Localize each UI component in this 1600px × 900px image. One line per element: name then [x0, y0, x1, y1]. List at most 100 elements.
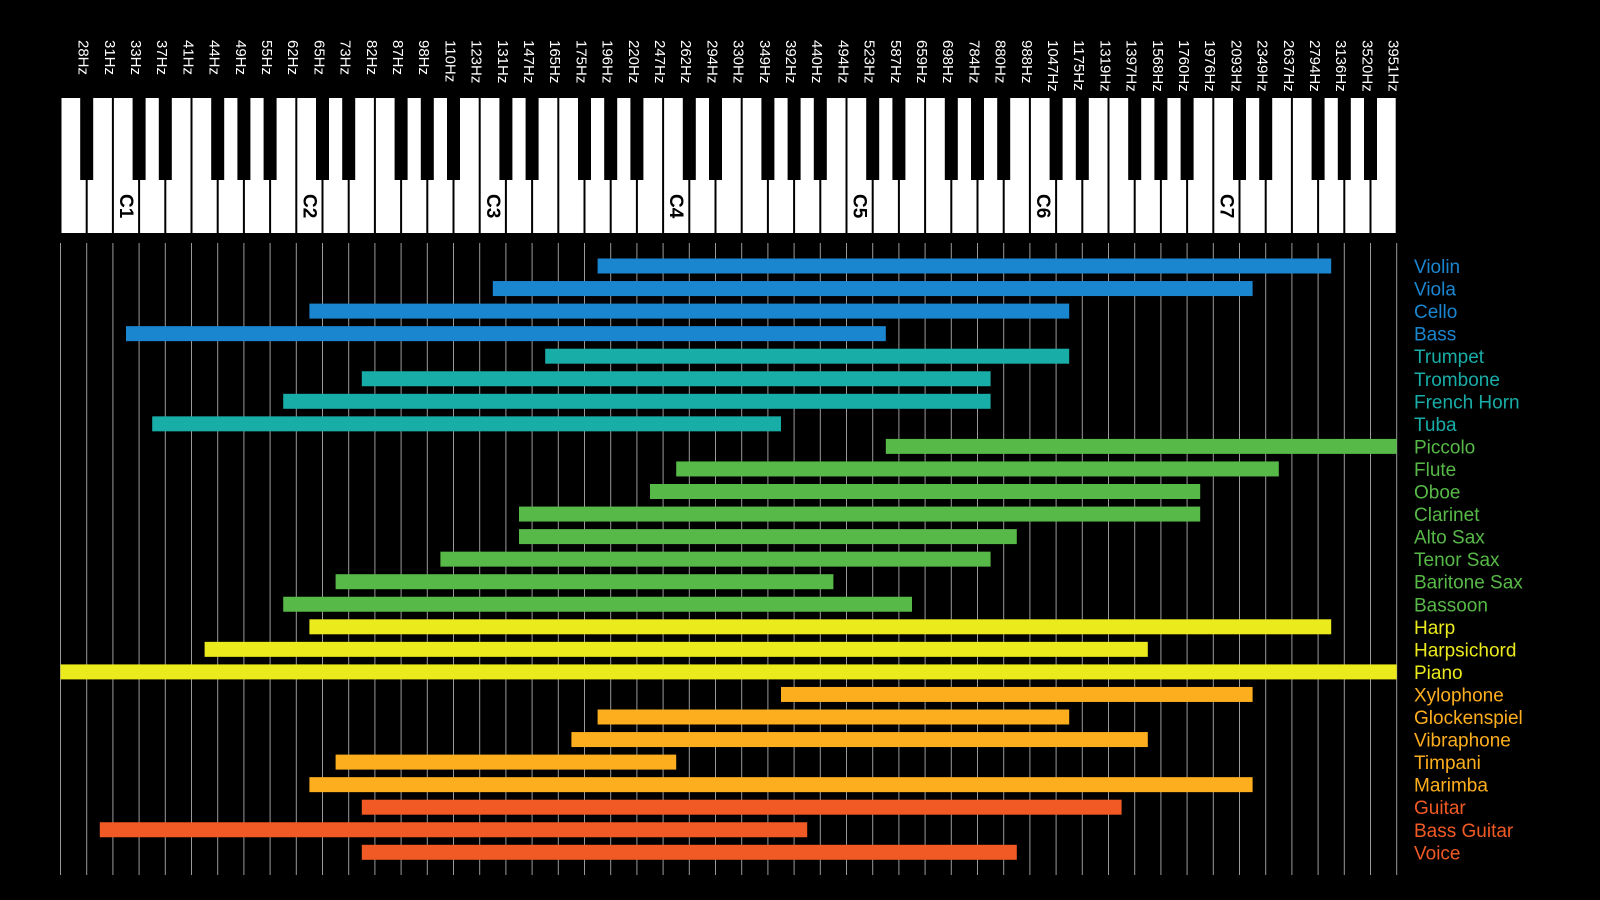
- black-key: [316, 98, 329, 180]
- black-key: [1154, 98, 1168, 180]
- frequency-tick-label: 55Hz: [258, 40, 275, 75]
- black-key: [1075, 98, 1089, 180]
- frequency-tick-label: 659Hz: [913, 40, 930, 83]
- range-bar: [597, 709, 1070, 725]
- instrument-label: Flute: [1414, 460, 1456, 481]
- black-key: [525, 98, 539, 180]
- instrument-label: Baritone Sax: [1414, 573, 1523, 594]
- frequency-tick-label: 1976Hz: [1201, 40, 1218, 92]
- frequency-tick-label: 294Hz: [703, 40, 720, 83]
- frequency-tick-label: 880Hz: [992, 40, 1009, 83]
- black-key: [892, 98, 906, 180]
- frequency-tick-label: 131Hz: [494, 40, 511, 83]
- black-key: [1364, 98, 1377, 180]
- black-key: [394, 98, 408, 180]
- instrument-label: Violin: [1414, 257, 1460, 278]
- frequency-tick-label: 82Hz: [363, 40, 380, 75]
- instrument-label: Bassoon: [1414, 595, 1488, 616]
- frequency-tick-label: 87Hz: [389, 40, 406, 75]
- frequency-tick-label: 349Hz: [756, 40, 773, 83]
- frequency-tick-label: 41Hz: [179, 40, 196, 75]
- range-bar: [60, 664, 1397, 680]
- range-bar: [361, 799, 1122, 815]
- range-bar: [335, 754, 677, 770]
- instrument-label: Xylophone: [1414, 685, 1504, 706]
- range-bar: [519, 506, 1201, 522]
- black-key: [866, 98, 880, 180]
- frequency-tick-label: 31Hz: [101, 40, 118, 75]
- frequency-tick-label: 3520Hz: [1358, 40, 1375, 92]
- octave-label: C2: [298, 194, 319, 218]
- frequency-tick-label: 698Hz: [939, 40, 956, 83]
- black-key: [630, 98, 644, 180]
- frequency-tick-label: 1568Hz: [1149, 40, 1166, 92]
- black-key: [1233, 98, 1246, 180]
- instrument-label: Piccolo: [1414, 437, 1475, 458]
- instrument-label: Marimba: [1414, 776, 1488, 797]
- frequency-tick-label: 2794Hz: [1306, 40, 1323, 92]
- black-key: [709, 98, 722, 180]
- instrument-label: Vibraphone: [1414, 731, 1511, 752]
- black-key: [971, 98, 984, 180]
- piano-keyboard: C1 C2 C3 C4 C5 C6 C7: [61, 98, 1396, 233]
- instrument-label: Bass: [1414, 325, 1456, 346]
- black-key: [447, 98, 460, 180]
- black-key: [604, 98, 618, 180]
- instrument-label: Viola: [1414, 280, 1456, 301]
- frequency-tick-label: 2349Hz: [1254, 40, 1271, 92]
- instrument-label: Piano: [1414, 663, 1463, 684]
- instrument-label: Harpsichord: [1414, 640, 1516, 661]
- range-bar: [519, 529, 1017, 545]
- frequency-tick-label: 165Hz: [546, 40, 563, 83]
- frequency-tick-label: 44Hz: [206, 40, 223, 75]
- instrument-label: Trombone: [1414, 370, 1500, 391]
- octave-label: C1: [115, 194, 136, 219]
- range-bar: [597, 258, 1332, 274]
- gridlines: [60, 243, 1398, 875]
- frequency-tick-label: 1397Hz: [1123, 40, 1140, 92]
- frequency-tick-label: 392Hz: [782, 40, 799, 83]
- instrument-label: Cello: [1414, 302, 1457, 323]
- frequency-tick-labels: 28Hz 31Hz 33Hz 37Hz 41Hz 44Hz 49Hz 55Hz 62Hz 65Hz…: [75, 40, 1402, 92]
- range-bar: [204, 641, 1148, 657]
- instrument-label: Tenor Sax: [1414, 550, 1500, 571]
- range-bar: [650, 484, 1201, 499]
- black-key: [813, 98, 827, 180]
- frequency-tick-label: 73Hz: [337, 40, 354, 75]
- black-key: [997, 98, 1011, 180]
- black-key: [342, 98, 356, 180]
- range-bar: [335, 574, 834, 590]
- black-key: [1049, 98, 1063, 180]
- range-bar: [571, 732, 1148, 748]
- octave-label: C3: [482, 194, 503, 218]
- frequency-tick-label: 784Hz: [965, 40, 982, 83]
- frequency-tick-label: 1047Hz: [1044, 40, 1061, 92]
- range-bar: [309, 303, 1070, 319]
- range-bar: [283, 596, 912, 612]
- range-bar: [545, 348, 1070, 364]
- instrument-label: Timpani: [1414, 753, 1481, 774]
- black-key: [158, 98, 172, 180]
- range-bar: [492, 281, 1253, 297]
- octave-label: C5: [849, 194, 870, 219]
- black-key: [787, 98, 801, 180]
- frequency-tick-label: 3951Hz: [1385, 40, 1402, 92]
- black-key: [499, 98, 513, 180]
- range-bar: [361, 844, 1017, 860]
- frequency-tick-label: 247Hz: [651, 40, 668, 83]
- instrument-label: Oboe: [1414, 483, 1460, 504]
- frequency-tick-label: 330Hz: [730, 40, 747, 83]
- frequency-tick-label: 587Hz: [887, 40, 904, 83]
- frequency-tick-label: 175Hz: [572, 40, 589, 83]
- frequency-tick-label: 110Hz: [441, 40, 458, 82]
- range-bar: [781, 686, 1253, 702]
- instrument-label: Alto Sax: [1414, 528, 1485, 549]
- black-key: [578, 98, 591, 180]
- frequency-tick-label: 220Hz: [625, 40, 642, 83]
- frequency-tick-label: 523Hz: [861, 40, 878, 83]
- frequency-tick-label: 49Hz: [232, 40, 249, 75]
- range-bar: [126, 326, 886, 342]
- black-key: [1337, 98, 1351, 180]
- frequency-tick-label: 196Hz: [599, 40, 616, 83]
